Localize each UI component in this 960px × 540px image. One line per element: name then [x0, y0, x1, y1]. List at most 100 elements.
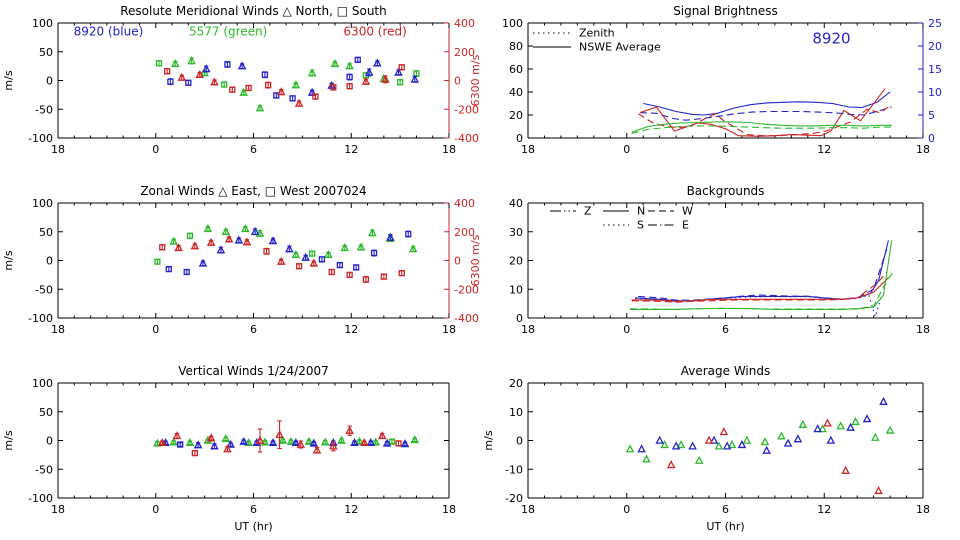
svg-text:8920: 8920 — [812, 29, 850, 47]
svg-text:18: 18 — [916, 503, 930, 516]
svg-text:12: 12 — [344, 143, 358, 156]
svg-text:6: 6 — [722, 143, 729, 156]
svg-text:-50: -50 — [35, 283, 53, 296]
svg-text:5: 5 — [928, 109, 935, 122]
svg-text:Z: Z — [584, 205, 592, 218]
svg-text:0: 0 — [454, 255, 461, 268]
svg-text:-100: -100 — [28, 132, 53, 145]
svg-text:18: 18 — [51, 323, 65, 336]
svg-text:m/s: m/s — [2, 250, 15, 270]
svg-text:18: 18 — [442, 503, 456, 516]
svg-text:UT (hr): UT (hr) — [706, 520, 744, 533]
svg-text:0: 0 — [623, 143, 630, 156]
svg-text:0: 0 — [516, 312, 523, 325]
panel-backgrounds: Backgrounds 18 0 6 12 18 0 10 20 30 40 Z N W S E — [480, 180, 960, 360]
svg-text:12: 12 — [817, 323, 831, 336]
svg-text:25: 25 — [928, 17, 942, 30]
svg-text:N: N — [637, 205, 645, 218]
svg-text:0: 0 — [623, 323, 630, 336]
svg-text:100: 100 — [32, 377, 53, 390]
svg-text:-400: -400 — [454, 132, 479, 145]
panel-title: Zonal Winds △ East, □ West 2007024 — [140, 184, 367, 198]
panel-title: Vertical Winds 1/24/2007 — [178, 364, 329, 378]
panel-title: Resolute Meridional Winds △ North, □ Sou… — [120, 4, 387, 18]
svg-text:12: 12 — [344, 503, 358, 516]
svg-text:6300 m/s: 6300 m/s — [469, 234, 482, 286]
panel-title: Signal Brightness — [673, 4, 778, 18]
svg-text:12: 12 — [817, 503, 831, 516]
svg-text:20: 20 — [928, 40, 942, 53]
svg-text:0: 0 — [623, 503, 630, 516]
chart-canvas: 18 0 6 12 1802040608010005101520258920Zenith… — [502, 17, 942, 156]
svg-text:-200: -200 — [454, 283, 479, 296]
svg-text:18: 18 — [442, 323, 456, 336]
svg-text:18: 18 — [521, 143, 535, 156]
svg-text:6: 6 — [250, 323, 257, 336]
svg-text:-400: -400 — [454, 312, 479, 325]
svg-text:20: 20 — [509, 255, 523, 268]
svg-text:m/s: m/s — [2, 430, 15, 450]
panel-average-winds: Average Winds 18 0 6 12 18 -20 -10 0 10 20 m/s UT (… — [480, 360, 960, 540]
svg-text:m/s: m/s — [2, 70, 15, 90]
svg-text:200: 200 — [454, 226, 475, 239]
svg-text:-100: -100 — [28, 492, 53, 505]
panel-signal-brightness: Signal Brightness 18 0 6 12 18 0 20 40 60 80 100 0 5… — [480, 0, 960, 180]
svg-text:10: 10 — [509, 406, 523, 419]
svg-text:-100: -100 — [28, 312, 53, 325]
svg-text:12: 12 — [817, 143, 831, 156]
svg-text:0: 0 — [152, 143, 159, 156]
svg-text:0: 0 — [928, 132, 935, 145]
svg-text:6: 6 — [722, 503, 729, 516]
svg-text:6: 6 — [250, 143, 257, 156]
svg-text:18: 18 — [51, 143, 65, 156]
svg-text:50: 50 — [39, 226, 53, 239]
svg-text:-200: -200 — [454, 103, 479, 116]
svg-text:18: 18 — [521, 503, 535, 516]
svg-text:10: 10 — [928, 86, 942, 99]
svg-text:10: 10 — [509, 283, 523, 296]
svg-text:0: 0 — [516, 435, 523, 448]
svg-text:40: 40 — [509, 86, 523, 99]
svg-text:0: 0 — [46, 75, 53, 88]
svg-text:NSWE Average: NSWE Average — [579, 41, 661, 54]
svg-text:80: 80 — [509, 40, 523, 53]
svg-text:40: 40 — [509, 197, 523, 210]
svg-text:6300 (red): 6300 (red) — [343, 24, 406, 38]
svg-text:W: W — [682, 205, 693, 218]
svg-text:30: 30 — [509, 226, 523, 239]
svg-text:0: 0 — [46, 435, 53, 448]
svg-text:0: 0 — [152, 503, 159, 516]
svg-text:15: 15 — [928, 63, 942, 76]
svg-text:5577 (green): 5577 (green) — [189, 24, 267, 38]
svg-text:6: 6 — [250, 503, 257, 516]
svg-text:18: 18 — [916, 323, 930, 336]
svg-text:60: 60 — [509, 63, 523, 76]
svg-text:-10: -10 — [505, 463, 523, 476]
svg-text:0: 0 — [454, 75, 461, 88]
svg-text:12: 12 — [344, 323, 358, 336]
panel-title: Average Winds — [680, 364, 771, 378]
svg-text:-20: -20 — [505, 492, 523, 505]
svg-text:S: S — [637, 219, 644, 232]
svg-text:6: 6 — [722, 323, 729, 336]
svg-text:100: 100 — [32, 17, 53, 30]
svg-text:-50: -50 — [35, 103, 53, 116]
panel-vertical-winds: Vertical Winds 1/24/2007 18 0 6 12 18 -100 -50… — [0, 360, 480, 540]
svg-text:6300 m/s: 6300 m/s — [469, 54, 482, 106]
svg-text:Zenith: Zenith — [579, 27, 615, 40]
svg-text:0: 0 — [46, 255, 53, 268]
panel-meridional-winds: Resolute Meridional Winds △ North, □ Sou… — [0, 0, 482, 180]
svg-text:18: 18 — [51, 503, 65, 516]
svg-text:100: 100 — [32, 197, 53, 210]
svg-text:18: 18 — [521, 323, 535, 336]
svg-text:100: 100 — [502, 17, 523, 30]
svg-text:50: 50 — [39, 406, 53, 419]
svg-text:20: 20 — [509, 377, 523, 390]
panel-title: Backgrounds — [686, 184, 765, 198]
svg-text:UT (hr): UT (hr) — [234, 520, 272, 533]
